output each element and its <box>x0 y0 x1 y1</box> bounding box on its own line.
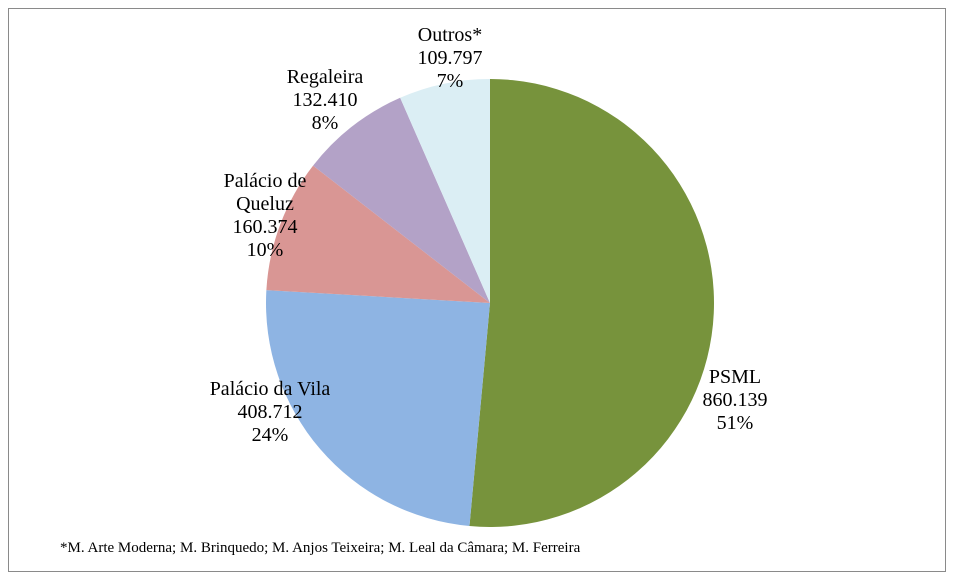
footnote: *M. Arte Moderna; M. Brinquedo; M. Anjos… <box>60 540 581 556</box>
percent-label: 24% <box>251 424 289 446</box>
category-label: Palácio de Queluz <box>223 170 307 215</box>
pie-slice <box>313 97 490 303</box>
slice-label: Outros* 109.797 7% <box>385 24 515 93</box>
category-label: Palácio da Vila <box>209 378 331 400</box>
category-label: Outros* <box>417 24 483 46</box>
percent-label: 7% <box>436 70 464 92</box>
slice-label: Palácio de Queluz 160.374 10% <box>200 170 330 262</box>
percent-label: 10% <box>246 239 284 261</box>
slice-label: PSML 860.139 51% <box>670 366 800 435</box>
chart-frame <box>8 8 946 572</box>
percent-label: 51% <box>716 412 754 434</box>
value-label: 860.139 <box>702 389 768 411</box>
pie-slice <box>265 290 490 527</box>
slice-label: Palácio da Vila 408.712 24% <box>150 378 390 447</box>
category-label: Regaleira <box>286 66 364 88</box>
value-label: 160.374 <box>232 216 298 238</box>
pie-slice <box>400 79 490 303</box>
value-label: 132.410 <box>292 89 358 111</box>
value-label: 109.797 <box>417 47 483 69</box>
pie-slice <box>469 79 715 527</box>
slice-label: Regaleira 132.410 8% <box>250 66 400 135</box>
value-label: 408.712 <box>237 401 303 423</box>
percent-label: 8% <box>311 112 339 134</box>
category-label: PSML <box>708 366 762 388</box>
pie-slice <box>266 165 490 303</box>
